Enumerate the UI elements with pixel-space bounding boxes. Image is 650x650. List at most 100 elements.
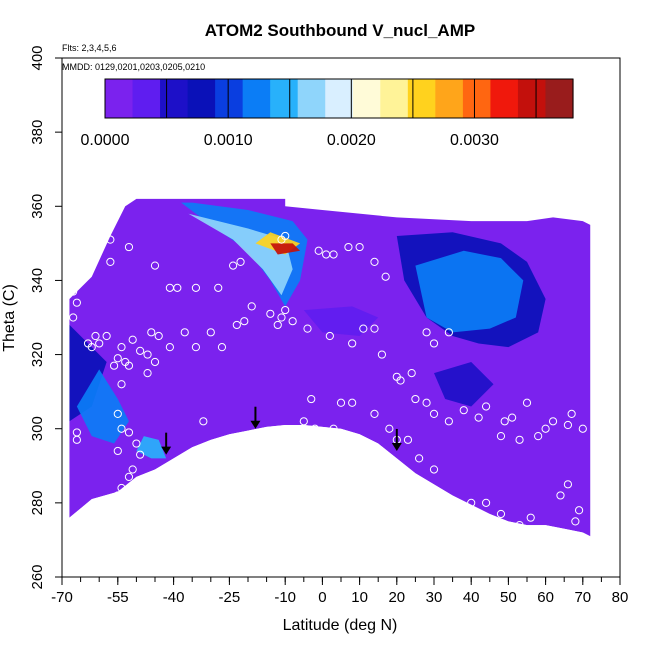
observation-point	[191, 343, 201, 352]
observation-point	[232, 320, 241, 330]
x-tick-label: 30	[426, 589, 443, 606]
observation-point	[444, 328, 453, 337]
y-tick-label: 340	[29, 268, 46, 293]
observation-point	[191, 283, 201, 292]
observation-point	[578, 424, 587, 433]
observation-point	[143, 369, 152, 378]
observation-point	[370, 257, 379, 266]
y-axis-label: Theta (C)	[1, 284, 18, 352]
colorbar-tick-label: 0.0030	[450, 132, 499, 149]
observation-point	[225, 450, 234, 459]
observation-point	[515, 435, 524, 444]
colorbar-tick-label: 0.0010	[204, 132, 253, 149]
field-feature-6	[69, 324, 107, 422]
colorbar-segment	[297, 79, 326, 118]
observation-point	[370, 324, 379, 333]
observation-point	[411, 394, 420, 404]
observation-point	[72, 298, 81, 307]
observation-point	[117, 343, 126, 352]
observation-point	[526, 513, 535, 522]
colorbar-frame	[104, 78, 574, 119]
down-arrow-icon	[250, 406, 261, 429]
observation-point	[117, 424, 126, 433]
down-arrow-icon	[391, 428, 402, 451]
observation-point	[500, 417, 509, 426]
observation-point	[95, 339, 104, 348]
observation-point	[128, 465, 137, 474]
colorbar-segment	[462, 79, 492, 118]
observation-point	[288, 428, 297, 437]
observation-point	[548, 417, 558, 426]
field-feature-10	[434, 361, 494, 407]
observation-point	[128, 335, 137, 344]
observation-point	[132, 439, 141, 448]
observation-point	[329, 424, 338, 433]
field-feature-5	[415, 250, 524, 333]
observation-point	[396, 376, 405, 385]
x-tick-label: 40	[463, 589, 480, 606]
observation-point	[556, 491, 565, 500]
observation-point	[444, 417, 453, 426]
observation-point	[113, 354, 122, 363]
observation-point	[534, 432, 543, 441]
observation-point	[303, 324, 312, 333]
observation-point	[106, 257, 115, 266]
observation-point	[109, 495, 119, 504]
observation-point	[147, 328, 156, 337]
colorbar-segment	[132, 79, 161, 118]
colorbar-segment	[187, 79, 216, 118]
x-tick-label: 20	[388, 589, 405, 606]
observation-point	[567, 409, 576, 418]
observation-point	[467, 498, 476, 507]
observation-point	[113, 409, 122, 418]
observation-point	[214, 283, 223, 292]
observation-point	[407, 369, 416, 378]
colorbar-segment	[490, 79, 519, 118]
observation-point	[217, 343, 227, 352]
observation-point	[336, 398, 346, 407]
arrows	[161, 406, 402, 455]
observation-point	[563, 480, 573, 489]
observation-point	[277, 428, 286, 437]
observation-point	[229, 261, 238, 270]
x-tick-label: 80	[612, 589, 629, 606]
observation-point	[124, 361, 134, 370]
x-tick-label: 10	[351, 589, 368, 606]
colorbar-segment	[160, 79, 189, 118]
observation-point	[113, 446, 122, 456]
observation-point	[124, 428, 134, 437]
x-tick-label: 70	[574, 589, 591, 606]
x-tick-label: -70	[51, 589, 73, 606]
observation-point	[370, 409, 379, 418]
colorbar-tick-label: 0.0020	[327, 132, 376, 149]
observation-point	[243, 435, 253, 444]
colorbar-segment	[352, 79, 381, 118]
observation-point	[403, 435, 413, 444]
x-tick-label: 60	[537, 589, 554, 606]
observation-point	[124, 242, 134, 252]
y-tick-label: 400	[29, 45, 46, 70]
axes: -70 -55 -40 -25 -10 0 10 20 30 40 50 60 70 80 260 280 30…	[29, 45, 628, 606]
observation-point	[72, 435, 81, 444]
observation-point	[348, 398, 357, 407]
observation-point	[102, 331, 111, 341]
observation-point	[508, 413, 517, 422]
x-tick-label: -25	[219, 589, 241, 606]
dates-note: MMDD: 0129,0201,0203,0205,0210	[62, 62, 205, 72]
observation-point	[136, 450, 145, 459]
observation-point	[180, 328, 189, 337]
plot-area	[69, 198, 591, 577]
observation-point	[571, 517, 580, 526]
observation-point	[359, 324, 368, 333]
observation-point	[117, 380, 126, 389]
observation-point	[422, 398, 431, 407]
observation-point	[310, 424, 320, 433]
observation-point	[329, 250, 338, 259]
terrain-mask	[69, 425, 591, 577]
observation-point	[299, 417, 308, 426]
observation-point	[273, 320, 282, 330]
colorbar-segment	[325, 79, 354, 118]
observation-points	[69, 231, 587, 530]
colorbar-segment	[545, 79, 574, 118]
